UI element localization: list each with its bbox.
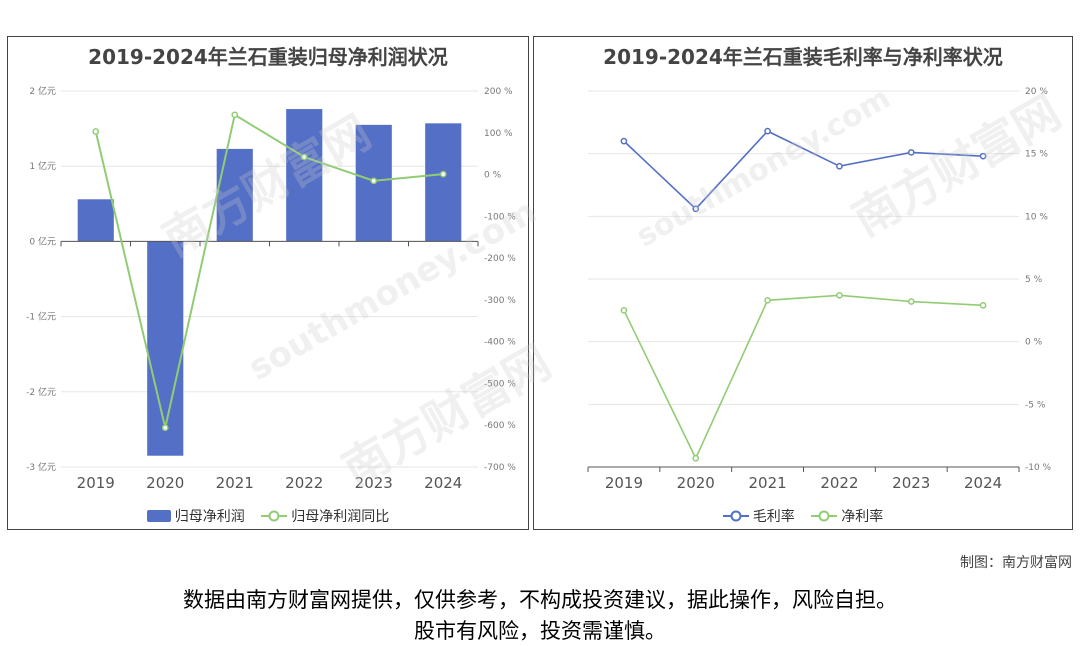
line-gross-margin [623, 130, 984, 210]
y-right-tick-label: 20 % [1025, 87, 1048, 97]
y-right-tick-label: -10 % [1025, 463, 1052, 473]
y-left-tick-label: 2 亿元 [29, 85, 56, 97]
y-left-tick-label: -3 亿元 [26, 461, 56, 473]
x-tick-label: 2019 [77, 474, 115, 492]
x-tick-label: 2021 [748, 474, 786, 492]
point-gross-margin-2022 [836, 162, 843, 170]
line-legend-swatch [722, 510, 749, 522]
point-net-profit-yoy-2020 [161, 424, 169, 432]
y-right-tick-label: -700 % [484, 463, 516, 473]
y-right-tick-label: 10 % [1025, 212, 1048, 222]
x-tick-label: 2021 [216, 474, 254, 492]
point-gross-margin-2024 [979, 152, 987, 160]
point-gross-margin-2021 [764, 127, 771, 135]
y-right-tick-label: -100 % [484, 212, 516, 222]
x-tick-label: 2022 [820, 474, 858, 492]
x-tick-label: 2023 [355, 474, 393, 492]
point-net-margin-2023 [907, 298, 915, 305]
net-profit-chart: 2 亿元 1 亿元 0 亿元 -1 亿元 -2 亿元 -3 亿元 200 % 100 % 0 %… [26, 85, 516, 492]
y-right-tick-label: -400 % [484, 338, 516, 348]
margin-chart-panel: 20 % 15 % 10 % 5 % 0 % -5 % -10 % 2019 2020 2021 2… [533, 36, 1073, 530]
y-left-tick-label: -1 亿元 [26, 311, 56, 323]
x-tick-label: 2020 [677, 474, 715, 492]
point-gross-margin-2020 [692, 205, 700, 213]
x-tick-label: 2023 [892, 474, 930, 492]
y-right-tick-label: -600 % [484, 421, 516, 431]
point-gross-margin-2023 [907, 149, 915, 156]
x-tick-label: 2022 [285, 474, 323, 492]
y-left-tick-label: 1 亿元 [29, 160, 56, 172]
margin-chart-title: 2019-2024年兰石重装毛利率与净利率状况 [603, 45, 1003, 69]
y-right-tick-label: -5 % [1025, 400, 1046, 410]
disclaimer-line-1: 数据由南方财富网提供，仅供参考，不构成投资建议，据此操作，风险自担。 [183, 588, 897, 612]
bar-net-profit-2021 [216, 148, 253, 242]
y-right-tick-label: 15 % [1025, 150, 1048, 160]
y-left-tick-label: -2 亿元 [26, 386, 56, 398]
legend-item-net-profit-yoy[interactable]: 归母净利润同比 [261, 506, 389, 526]
margin-legend: 毛利率 净利率 [534, 506, 1072, 527]
line-net-margin [623, 294, 984, 461]
point-gross-margin-2019 [620, 137, 628, 145]
bar-net-profit-2024 [425, 123, 462, 242]
line-legend-swatch [811, 510, 838, 522]
point-net-margin-2020 [692, 454, 700, 462]
x-tick-label: 2020 [146, 474, 184, 492]
legend-label-gross-margin: 毛利率 [752, 509, 795, 525]
y-right-tick-label: 100 % [484, 129, 513, 139]
legend-label-net-margin: 净利率 [841, 509, 884, 525]
point-net-profit-yoy-2023 [370, 177, 378, 185]
line-net-profit-yoy [94, 113, 444, 428]
bar-legend-swatch [146, 510, 171, 522]
point-net-margin-2021 [764, 296, 771, 304]
x-tick-label: 2024 [424, 474, 462, 492]
point-net-margin-2024 [979, 301, 987, 309]
x-tick-label: 2019 [605, 474, 643, 492]
bar-net-profit-2019 [77, 199, 114, 242]
bar-net-profit-2022 [286, 109, 323, 242]
y-right-tick-label: -300 % [484, 296, 516, 306]
chart-credit: 制图：南方财富网 [960, 555, 1072, 571]
point-net-margin-2019 [620, 306, 628, 314]
point-net-profit-yoy-2022 [300, 153, 308, 161]
legend-item-net-profit[interactable]: 归母净利润 [146, 506, 245, 526]
legend-item-net-margin[interactable]: 净利率 [811, 506, 883, 526]
legend-item-gross-margin[interactable]: 毛利率 [722, 506, 795, 526]
net-profit-chart-panel: 2 亿元 1 亿元 0 亿元 -1 亿元 -2 亿元 -3 亿元 200 % 100 % 0 %… [7, 36, 529, 530]
margin-chart: 20 % 15 % 10 % 5 % 0 % -5 % -10 % 2019 2020 2021 2… [587, 87, 1052, 492]
y-right-tick-label: -500 % [484, 379, 516, 389]
y-right-tick-label: 5 % [1025, 275, 1043, 285]
x-tick-label: 2024 [964, 474, 1002, 492]
point-net-profit-yoy-2021 [231, 111, 239, 119]
point-net-profit-yoy-2019 [92, 128, 100, 135]
y-right-tick-label: 200 % [484, 87, 513, 97]
y-left-tick-label: 0 亿元 [29, 235, 56, 247]
y-right-tick-label: -200 % [484, 254, 516, 264]
line-legend-swatch [261, 510, 288, 522]
point-net-profit-yoy-2024 [439, 170, 447, 178]
net-profit-legend: 归母净利润 归母净利润同比 [8, 506, 528, 527]
bar-net-profit-2020 [147, 241, 184, 456]
legend-label-net-profit-yoy: 归母净利润同比 [291, 509, 390, 525]
net-profit-chart-title: 2019-2024年兰石重装归母净利润状况 [88, 45, 448, 69]
y-right-tick-label: 0 % [484, 171, 502, 181]
y-right-tick-label: 0 % [1025, 338, 1043, 348]
point-net-margin-2022 [836, 291, 843, 299]
legend-label-net-profit: 归母净利润 [174, 509, 245, 525]
disclaimer-line-2: 股市有风险，投资需谨慎。 [414, 619, 666, 643]
